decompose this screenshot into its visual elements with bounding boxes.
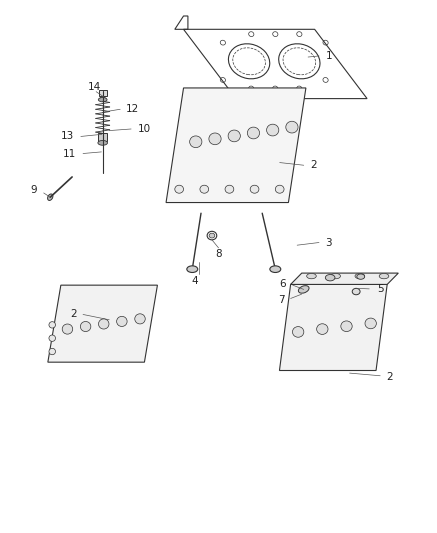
Ellipse shape xyxy=(317,324,328,334)
Ellipse shape xyxy=(48,194,53,200)
Ellipse shape xyxy=(98,319,109,329)
Ellipse shape xyxy=(49,349,55,355)
Ellipse shape xyxy=(307,273,316,279)
Ellipse shape xyxy=(49,335,55,341)
Ellipse shape xyxy=(267,124,279,136)
Ellipse shape xyxy=(175,185,184,193)
Text: 11: 11 xyxy=(63,149,76,158)
Polygon shape xyxy=(166,88,306,203)
Text: 2: 2 xyxy=(387,372,393,382)
Ellipse shape xyxy=(135,314,145,324)
Ellipse shape xyxy=(100,97,105,100)
Ellipse shape xyxy=(80,321,91,332)
Text: 9: 9 xyxy=(31,185,37,195)
FancyBboxPatch shape xyxy=(98,133,107,141)
Text: 10: 10 xyxy=(138,124,151,134)
Ellipse shape xyxy=(325,274,335,281)
Ellipse shape xyxy=(228,130,240,142)
Ellipse shape xyxy=(187,266,198,272)
Ellipse shape xyxy=(209,133,221,145)
Ellipse shape xyxy=(200,185,209,193)
Ellipse shape xyxy=(209,233,215,238)
Ellipse shape xyxy=(352,288,360,295)
Ellipse shape xyxy=(117,317,127,327)
Ellipse shape xyxy=(379,273,389,279)
Text: 4: 4 xyxy=(191,276,198,286)
Ellipse shape xyxy=(247,127,260,139)
Ellipse shape xyxy=(98,140,108,146)
Ellipse shape xyxy=(357,274,364,279)
Ellipse shape xyxy=(355,273,364,279)
Polygon shape xyxy=(291,273,399,285)
Ellipse shape xyxy=(275,185,284,193)
Ellipse shape xyxy=(62,324,73,334)
Ellipse shape xyxy=(298,286,309,293)
Text: 2: 2 xyxy=(70,310,76,319)
Ellipse shape xyxy=(190,136,202,148)
Text: 2: 2 xyxy=(310,160,317,170)
Ellipse shape xyxy=(341,321,352,332)
Polygon shape xyxy=(280,285,387,370)
Text: 3: 3 xyxy=(326,238,332,247)
Ellipse shape xyxy=(270,266,281,272)
Text: 1: 1 xyxy=(326,51,332,61)
Ellipse shape xyxy=(331,273,340,279)
Ellipse shape xyxy=(292,327,304,337)
Ellipse shape xyxy=(98,98,107,102)
Text: 12: 12 xyxy=(126,104,139,114)
Ellipse shape xyxy=(49,321,55,328)
Polygon shape xyxy=(48,285,157,362)
Ellipse shape xyxy=(225,185,234,193)
Ellipse shape xyxy=(250,185,259,193)
Text: 14: 14 xyxy=(87,83,101,92)
Text: 13: 13 xyxy=(61,132,74,141)
Text: 8: 8 xyxy=(215,249,222,259)
Ellipse shape xyxy=(365,318,376,329)
FancyBboxPatch shape xyxy=(99,90,107,96)
Text: 5: 5 xyxy=(377,284,383,294)
Text: 7: 7 xyxy=(278,295,285,305)
Ellipse shape xyxy=(286,122,298,133)
Text: 6: 6 xyxy=(280,279,286,289)
